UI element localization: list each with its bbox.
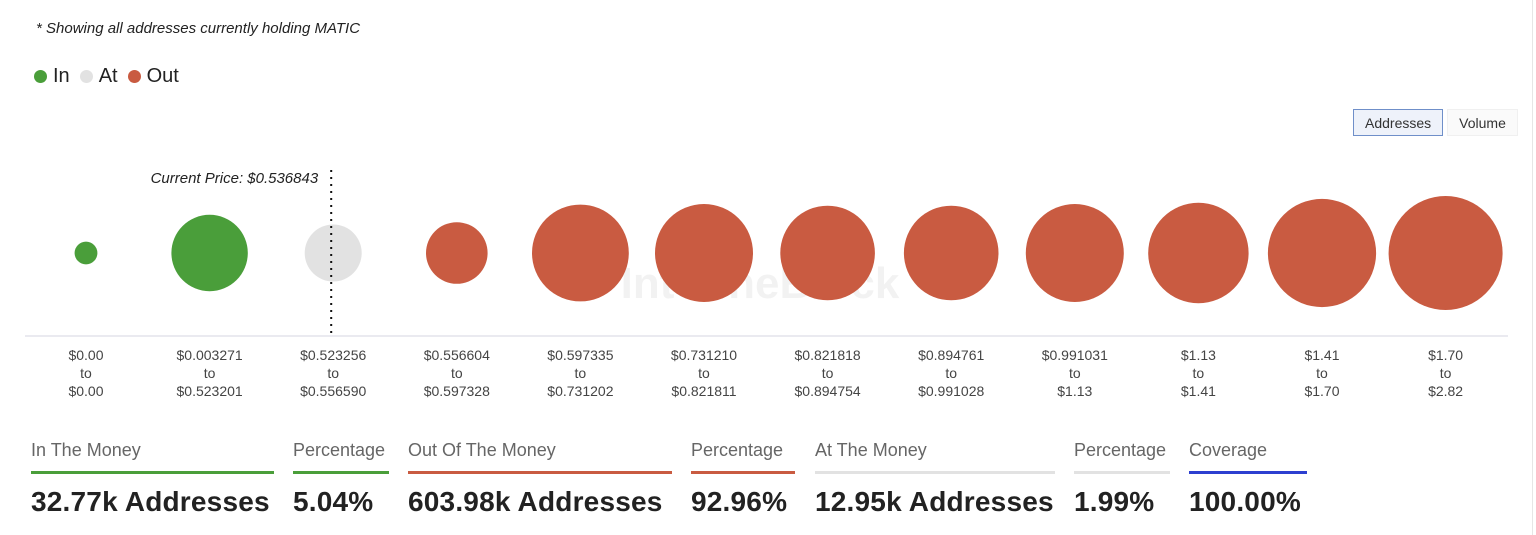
- tick-label: $0.894754: [795, 383, 861, 399]
- tick-label: $0.731210: [671, 347, 737, 363]
- stat-label: In The Money: [31, 440, 141, 460]
- current-price-label: Current Price: $0.536843: [151, 170, 319, 187]
- addresses-toggle-button[interactable]: Addresses: [1353, 109, 1444, 136]
- bubble-out-5[interactable]: [655, 204, 753, 302]
- tick-label: $0.597335: [547, 347, 613, 363]
- bubble-group: [74, 196, 1503, 310]
- tick-label-group: $0.00 to $0.00 $0.003271 to $0.523201 $0.52325…: [68, 347, 1463, 399]
- panel-edge: [1532, 0, 1533, 535]
- tick-label: to: [80, 365, 92, 381]
- tick-label: to: [945, 365, 957, 381]
- tick-label: $0.00: [68, 347, 103, 363]
- legend-dot-at: [79, 70, 93, 83]
- stat-bar: [31, 471, 274, 474]
- bubble-out-7[interactable]: [903, 205, 999, 301]
- legend-label-at: At: [98, 65, 118, 87]
- stat-coverage: Coverage 100.00%: [1189, 440, 1307, 518]
- legend: In At Out: [34, 65, 189, 88]
- tick-label: $0.523256: [300, 347, 366, 363]
- stat-out-percentage: Percentage 92.96%: [691, 440, 795, 518]
- tick-label: $0.731202: [547, 383, 613, 399]
- metric-toggle: Addresses Volume: [1353, 109, 1518, 136]
- tick-label: to: [204, 365, 216, 381]
- tick-label: to: [822, 365, 834, 381]
- stat-value: 32.77k Addresses: [31, 486, 270, 517]
- tick-label: $1.41: [1181, 383, 1216, 399]
- stat-bar: [1074, 471, 1170, 474]
- stat-label: Coverage: [1189, 440, 1268, 460]
- stat-value: 603.98k Addresses: [408, 486, 663, 517]
- tick-label: $1.13: [1057, 383, 1092, 399]
- bubble-out-10[interactable]: [1267, 198, 1377, 308]
- tick-label: $0.821818: [795, 347, 861, 363]
- stat-out-of-the-money: Out Of The Money 603.98k Addresses: [408, 440, 672, 518]
- tick-label: $0.991031: [1042, 347, 1108, 363]
- bubble-out-3[interactable]: [426, 222, 488, 284]
- stat-bar: [1189, 471, 1307, 474]
- tick-label: to: [575, 365, 587, 381]
- bubble-out-9[interactable]: [1148, 202, 1249, 304]
- tick-label: $0.821811: [671, 383, 736, 399]
- tick-label: $2.82: [1428, 383, 1463, 399]
- stat-at-percentage: Percentage 1.99%: [1074, 440, 1170, 518]
- tick-label: to: [1316, 365, 1328, 381]
- tick-label: $0.003271: [177, 347, 243, 363]
- stat-value: 12.95k Addresses: [815, 486, 1054, 517]
- tick-label: $0.991028: [918, 383, 984, 399]
- bubble-out-6[interactable]: [780, 205, 875, 301]
- tick-label: to: [451, 365, 463, 381]
- legend-label-out: Out: [146, 65, 179, 87]
- stat-label: At The Money: [815, 440, 927, 460]
- tick-label: to: [1193, 365, 1205, 381]
- legend-dot-out: [127, 70, 141, 83]
- tick-label: $0.556590: [300, 383, 366, 399]
- bubble-out-8[interactable]: [1025, 204, 1124, 302]
- tick-label: $1.41: [1304, 347, 1339, 363]
- volume-toggle-button[interactable]: Volume: [1447, 109, 1518, 136]
- bubble-in-0[interactable]: [74, 241, 98, 265]
- stat-bar: [408, 471, 672, 474]
- tick-label: $0.523201: [177, 383, 243, 399]
- holdings-note: * Showing all addresses currently holdin…: [36, 20, 361, 37]
- tick-label: $1.13: [1181, 347, 1216, 363]
- stat-value: 100.00%: [1189, 486, 1301, 517]
- legend-item-out[interactable]: Out: [127, 65, 179, 88]
- stat-label: Percentage: [1074, 440, 1167, 460]
- stat-bar: [293, 471, 389, 474]
- legend-item-at[interactable]: At: [79, 65, 118, 88]
- stat-label: Out Of The Money: [408, 440, 556, 460]
- stat-in-the-money: In The Money 32.77k Addresses: [31, 440, 274, 518]
- stat-bar: [815, 471, 1055, 474]
- stat-label: Percentage: [293, 440, 386, 460]
- tick-label: to: [327, 365, 339, 381]
- tick-label: $0.00: [68, 383, 103, 399]
- summary-stats: In The Money 32.77k Addresses Percentage…: [0, 440, 1536, 530]
- stat-value: 1.99%: [1074, 486, 1155, 517]
- legend-label-in: In: [53, 65, 70, 87]
- stat-at-the-money: At The Money 12.95k Addresses: [815, 440, 1055, 518]
- bubble-chart: IntoTheBlock Current Price: $0.536843 $0…: [25, 170, 1508, 399]
- tick-label: to: [1440, 365, 1452, 381]
- bubble-out-4[interactable]: [532, 204, 629, 302]
- stat-label: Percentage: [691, 440, 784, 460]
- stat-bar: [691, 471, 795, 474]
- bubble-out-11[interactable]: [1388, 196, 1503, 310]
- stat-value: 5.04%: [293, 486, 374, 517]
- stat-in-percentage: Percentage 5.04%: [293, 440, 389, 518]
- bubble-in-1[interactable]: [171, 214, 248, 292]
- tick-label: $1.70: [1428, 347, 1463, 363]
- bubble-at-2[interactable]: [304, 224, 362, 282]
- stat-value: 92.96%: [691, 486, 788, 517]
- tick-label: $0.894761: [918, 347, 984, 363]
- tick-label: to: [1069, 365, 1081, 381]
- legend-dot-in: [34, 70, 47, 83]
- tick-label: $0.597328: [424, 383, 490, 399]
- tick-label: to: [698, 365, 710, 381]
- legend-item-in[interactable]: In: [34, 65, 70, 88]
- tick-label: $1.70: [1304, 383, 1339, 399]
- tick-label: $0.556604: [424, 347, 490, 363]
